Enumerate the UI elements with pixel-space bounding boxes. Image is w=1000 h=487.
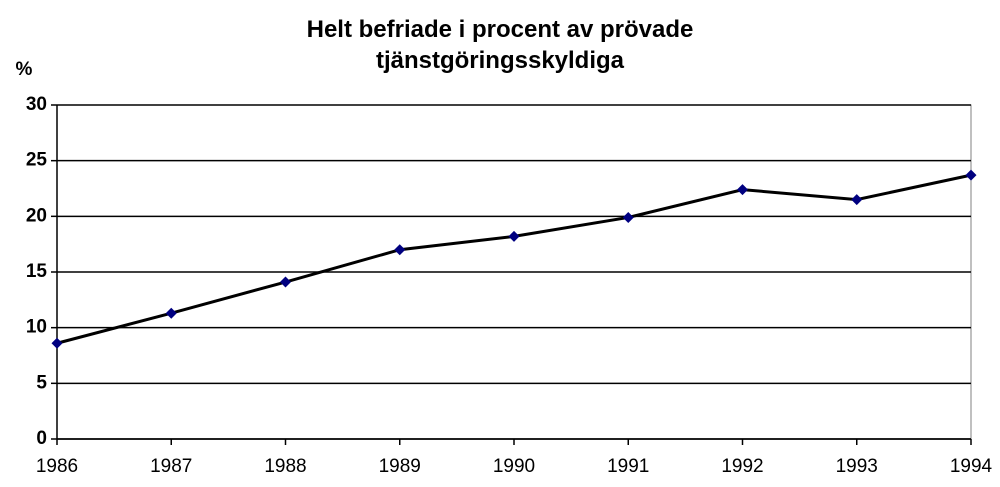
x-tick-label: 1993: [836, 456, 878, 477]
x-tick-label: 1991: [607, 456, 649, 477]
y-axis-label: %: [16, 59, 33, 80]
x-tick-label: 1994: [950, 456, 993, 477]
marker: [851, 194, 863, 206]
y-tick-label: 20: [26, 205, 47, 226]
x-tick-label: 1992: [721, 456, 763, 477]
marker: [508, 230, 520, 242]
y-tick-label: 10: [26, 317, 47, 338]
x-tick-label: 1989: [379, 456, 421, 477]
marker: [622, 211, 634, 223]
x-tick-label: 1990: [493, 456, 535, 477]
x-tick-label: 1988: [264, 456, 306, 477]
x-tick-label: 1986: [36, 456, 78, 477]
y-tick-label: 0: [36, 428, 47, 449]
marker: [394, 244, 406, 256]
marker: [737, 184, 748, 196]
marker: [165, 307, 177, 319]
y-tick-label: 25: [26, 150, 48, 171]
y-tick-label: 15: [26, 261, 48, 282]
series-line: [56, 173, 972, 345]
y-tick-label: 5: [36, 372, 47, 393]
marker: [280, 276, 291, 288]
marker: [965, 169, 977, 181]
chart-title: Helt befriade i procent av prövade tjäns…: [306, 16, 694, 74]
marker: [51, 337, 63, 349]
y-tick-label: 30: [26, 94, 47, 115]
x-tick-label: 1987: [150, 456, 192, 477]
